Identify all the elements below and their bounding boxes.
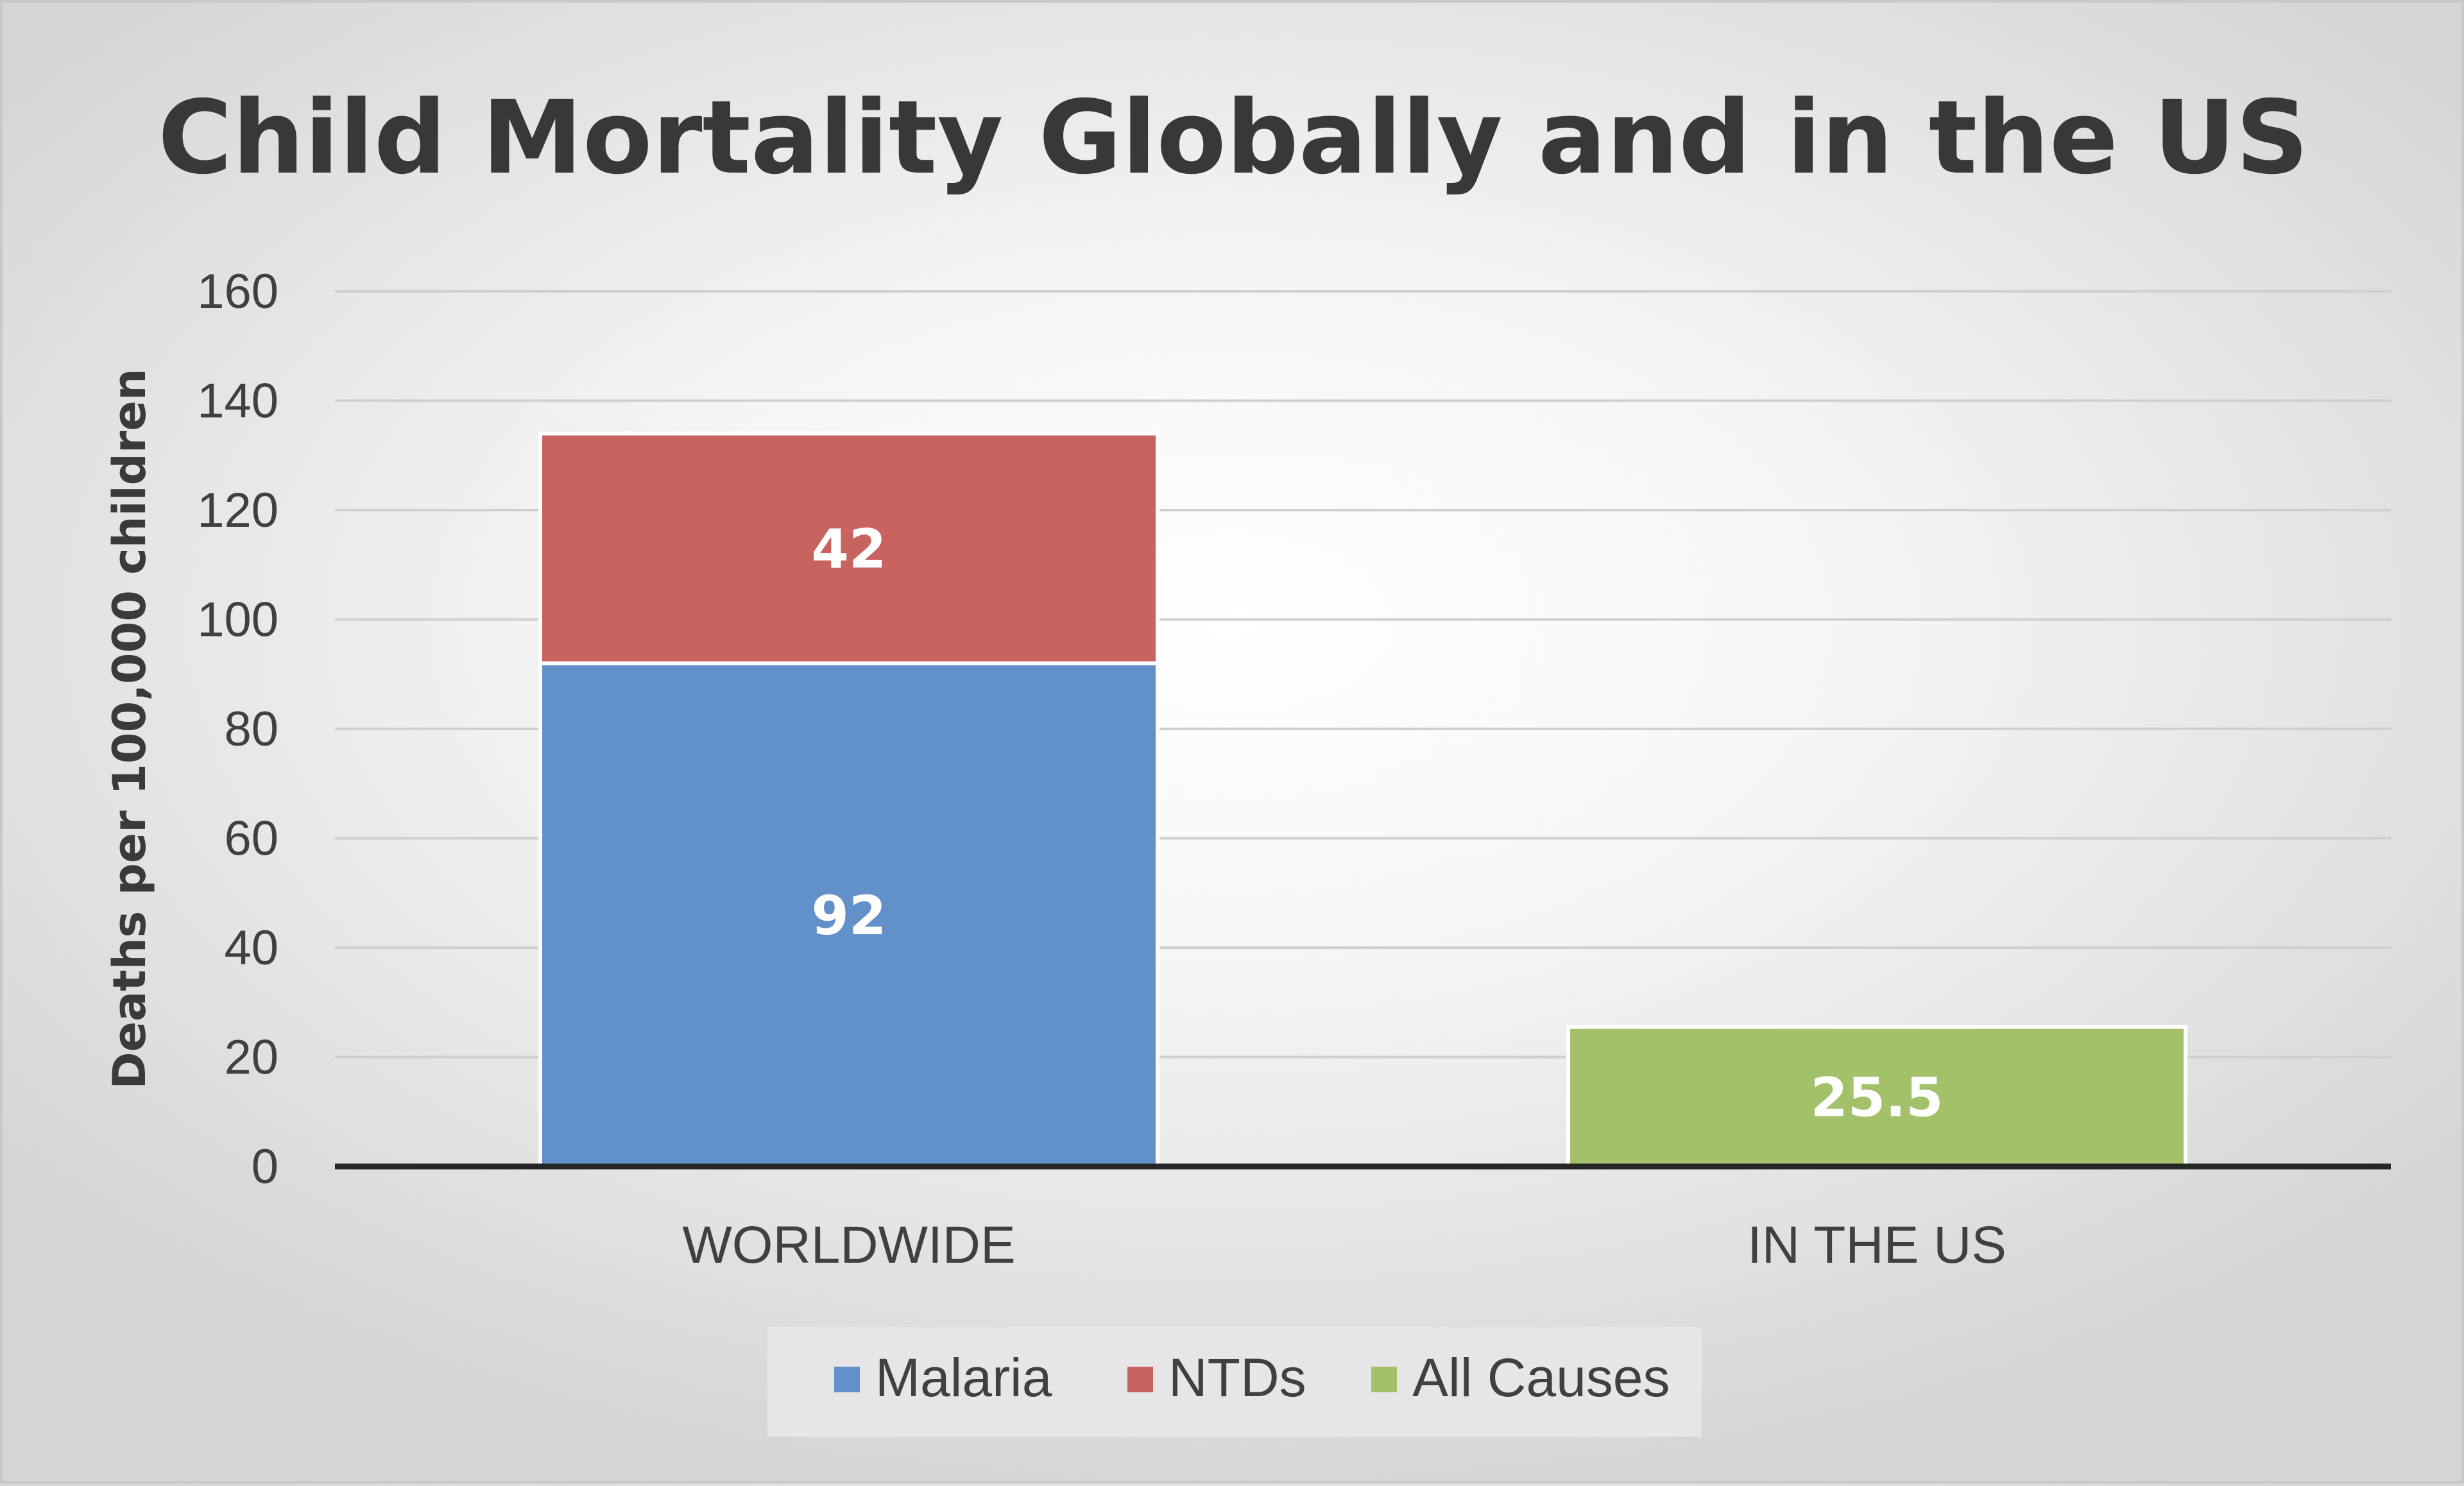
y-tick-label: 80 <box>224 702 278 756</box>
legend: Malaria NTDs All Causes <box>767 1327 1702 1437</box>
y-tick-label: 60 <box>224 812 278 866</box>
legend-background <box>767 1327 1702 1437</box>
legend-swatch-all-causes <box>1371 1367 1397 1392</box>
legend-swatch-malaria <box>834 1367 860 1392</box>
bar-ntds <box>538 431 1159 665</box>
x-category-label: WORLDWIDE <box>682 1216 1015 1274</box>
y-tick-label: 40 <box>224 921 278 975</box>
data-label-ntds: 42 <box>812 518 887 581</box>
legend-swatch-ntds <box>1127 1367 1153 1392</box>
bars: 92 42 25.5 <box>538 431 2187 1169</box>
chart-title: Child Mortality Globally and in the US <box>158 79 2309 197</box>
y-tick-label: 160 <box>197 264 278 319</box>
legend-label-all-causes: All Causes <box>1412 1347 1670 1408</box>
legend-label-ntds: NTDs <box>1168 1347 1306 1408</box>
y-tick-label: 20 <box>224 1030 278 1085</box>
y-tick-label: 0 <box>252 1140 278 1194</box>
y-tick-label: 100 <box>197 593 278 647</box>
y-axis-label: Deaths per 100,000 children <box>103 368 156 1089</box>
bar-malaria <box>538 661 1159 1168</box>
chart: Child Mortality Globally and in the US 0… <box>103 79 2391 1437</box>
x-axis-categories: WORLDWIDE IN THE US <box>682 1216 2006 1274</box>
data-label-malaria: 92 <box>812 884 887 947</box>
bar-all-causes <box>1566 1025 2187 1169</box>
y-tick-label: 140 <box>197 374 278 429</box>
y-axis-ticks: 0 20 40 60 80 100 120 140 160 <box>197 264 278 1194</box>
legend-label-malaria: Malaria <box>875 1347 1052 1408</box>
data-label-all-causes: 25.5 <box>1810 1066 1943 1129</box>
y-tick-label: 120 <box>197 483 278 538</box>
x-category-label: IN THE US <box>1747 1216 2006 1274</box>
